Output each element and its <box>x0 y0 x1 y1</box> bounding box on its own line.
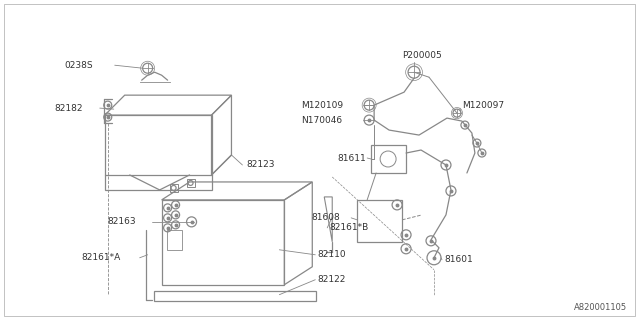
Text: 0238S: 0238S <box>65 61 93 70</box>
Text: N170046: N170046 <box>301 116 342 124</box>
Text: 82122: 82122 <box>317 275 346 284</box>
Text: 82161*B: 82161*B <box>329 223 369 232</box>
Text: A820001105: A820001105 <box>573 303 627 312</box>
Text: 82161*A: 82161*A <box>82 253 121 262</box>
Text: M120097: M120097 <box>462 100 504 110</box>
Text: 81608: 81608 <box>311 213 340 222</box>
Text: 82110: 82110 <box>317 250 346 259</box>
Text: M120109: M120109 <box>301 100 344 110</box>
Text: 81611: 81611 <box>337 154 366 163</box>
Text: 82163: 82163 <box>108 217 136 226</box>
Text: 82123: 82123 <box>246 161 275 170</box>
Text: P200005: P200005 <box>402 51 442 60</box>
Text: 81601: 81601 <box>444 255 473 264</box>
Text: 82182: 82182 <box>55 104 83 113</box>
